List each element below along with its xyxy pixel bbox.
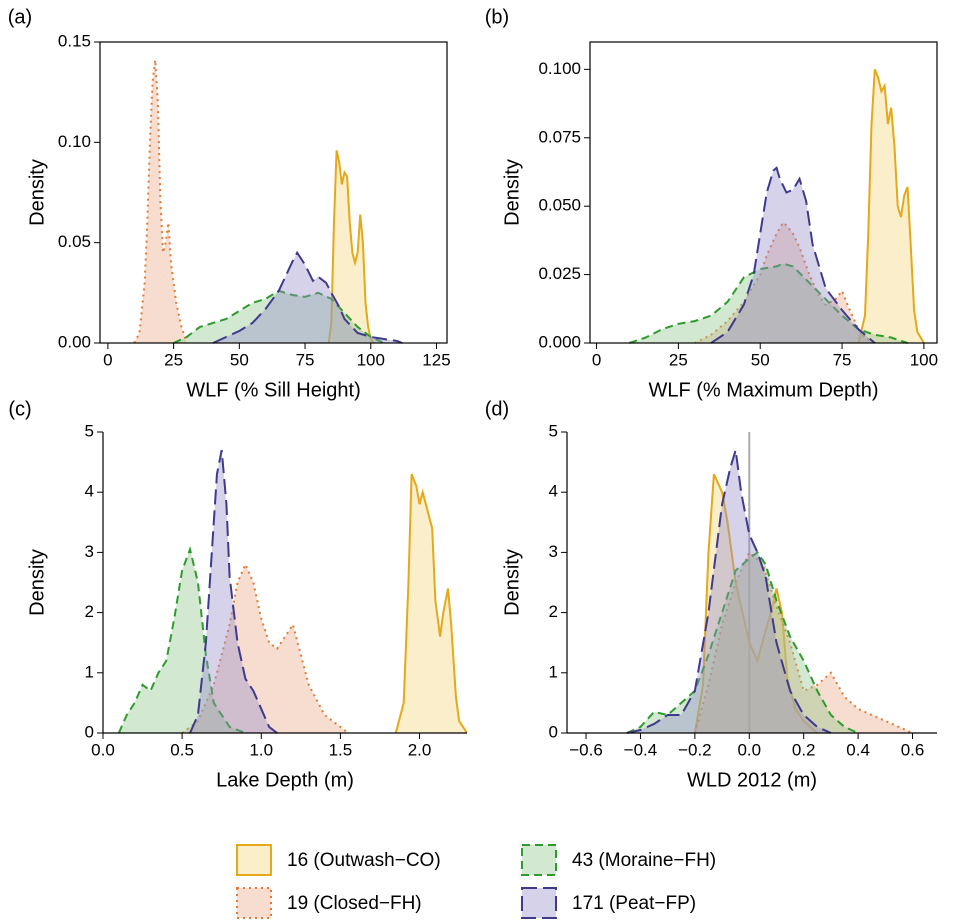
x-tick-label: 125: [422, 350, 450, 369]
y-tick-label: 4: [549, 482, 558, 501]
x-tick-label: 0.0: [737, 740, 761, 759]
density-fill: [694, 474, 818, 733]
y-tick-label: 5: [85, 421, 94, 440]
x-axis-label: WLF (% Sill Height): [186, 379, 360, 401]
plot-frame: [99, 41, 448, 344]
x-tick-label: 1.0: [249, 740, 273, 759]
x-tick-label: 0: [592, 350, 601, 369]
y-tick-label: 0.000: [538, 332, 581, 351]
x-axis-label: Lake Depth (m): [216, 769, 354, 791]
legend-swatch: [521, 887, 557, 919]
density-line: [394, 473, 468, 734]
y-tick-label: 1: [549, 662, 558, 681]
density-line: [212, 250, 403, 344]
panel-label: (d): [485, 398, 509, 420]
x-tick-label: 0: [103, 350, 112, 369]
y-tick-label: 0: [549, 722, 558, 741]
density-fill: [858, 69, 924, 343]
density-fill: [173, 290, 384, 343]
legend-label: 19 (Closed−FH): [287, 893, 422, 914]
x-tick-label: 50: [751, 350, 770, 369]
density-fill: [134, 60, 187, 344]
panel-label: (a): [8, 6, 32, 28]
legend-swatch: [521, 844, 557, 876]
y-tick-label: 0.075: [538, 127, 581, 146]
y-axis-label: Density: [501, 549, 523, 616]
y-tick-label: 4: [85, 482, 94, 501]
density-line: [693, 550, 913, 734]
x-tick-label: 100: [910, 350, 938, 369]
y-tick-label: 0.100: [538, 59, 581, 78]
x-tick-label: −0.4: [624, 740, 658, 759]
y-tick-label: 5: [549, 421, 558, 440]
x-axis-label: WLF (% Maximum Depth): [648, 379, 878, 401]
density-line: [694, 221, 876, 344]
legend-swatch: [236, 887, 272, 919]
density-fill: [629, 263, 908, 343]
density-fill: [626, 552, 859, 733]
y-tick-label: 2: [85, 602, 94, 621]
x-tick-label: 1.5: [329, 740, 353, 759]
y-tick-label: 3: [85, 542, 94, 561]
y-tick-label: 0.00: [58, 332, 91, 351]
x-tick-label: 2.0: [408, 740, 432, 759]
density-line: [626, 550, 859, 734]
x-axis-label: WLD 2012 (m): [687, 769, 817, 791]
density-line: [133, 59, 188, 344]
x-tick-label: 100: [357, 350, 385, 369]
density-line: [117, 545, 246, 734]
y-axis-label: Density: [501, 159, 523, 226]
x-tick-label: 75: [833, 350, 852, 369]
y-tick-label: 3: [549, 542, 558, 561]
y-axis-label: Density: [26, 159, 48, 226]
x-tick-label: 25: [164, 350, 183, 369]
legend-label: 43 (Moraine−FH): [572, 850, 716, 871]
x-tick-label: 25: [669, 350, 688, 369]
density-line: [626, 449, 832, 734]
y-tick-label: 0.05: [58, 232, 91, 251]
y-tick-label: 0.10: [58, 132, 91, 151]
x-tick-label: 0.4: [846, 740, 870, 759]
density-fill: [118, 549, 246, 733]
x-tick-label: 0.0: [91, 740, 115, 759]
density-fill: [711, 167, 875, 343]
y-axis-label: Density: [26, 549, 48, 616]
density-line: [189, 449, 278, 734]
density-line: [181, 561, 349, 734]
x-tick-label: 0.6: [901, 740, 925, 759]
legend-label: 16 (Outwash−CO): [287, 850, 441, 871]
panel-label: (b): [485, 6, 509, 28]
x-tick-label: −0.6: [569, 740, 603, 759]
x-tick-label: 50: [230, 350, 249, 369]
plot-frame: [589, 41, 938, 344]
y-tick-label: 0: [85, 722, 94, 741]
y-tick-label: 2: [549, 602, 558, 621]
y-tick-label: 1: [85, 662, 94, 681]
y-tick-label: 0.050: [538, 196, 581, 215]
density-line: [710, 166, 876, 344]
y-tick-label: 0.025: [538, 264, 581, 283]
density-line: [857, 68, 925, 344]
x-tick-label: 0.5: [170, 740, 194, 759]
density-line: [327, 150, 375, 344]
panel-label: (c): [8, 398, 31, 420]
x-tick-label: 0.2: [792, 740, 816, 759]
legend-swatch: [236, 844, 272, 876]
density-fill: [395, 474, 467, 733]
x-tick-label: 75: [296, 350, 315, 369]
density-fill: [182, 564, 349, 733]
y-tick-label: 0.15: [58, 31, 91, 50]
legend-label: 171 (Peat−FP): [572, 893, 696, 914]
density-fill: [694, 552, 913, 733]
density-fill: [190, 450, 278, 733]
density-fill: [626, 450, 831, 733]
density-fill: [213, 252, 403, 343]
x-tick-label: −0.2: [678, 740, 712, 759]
